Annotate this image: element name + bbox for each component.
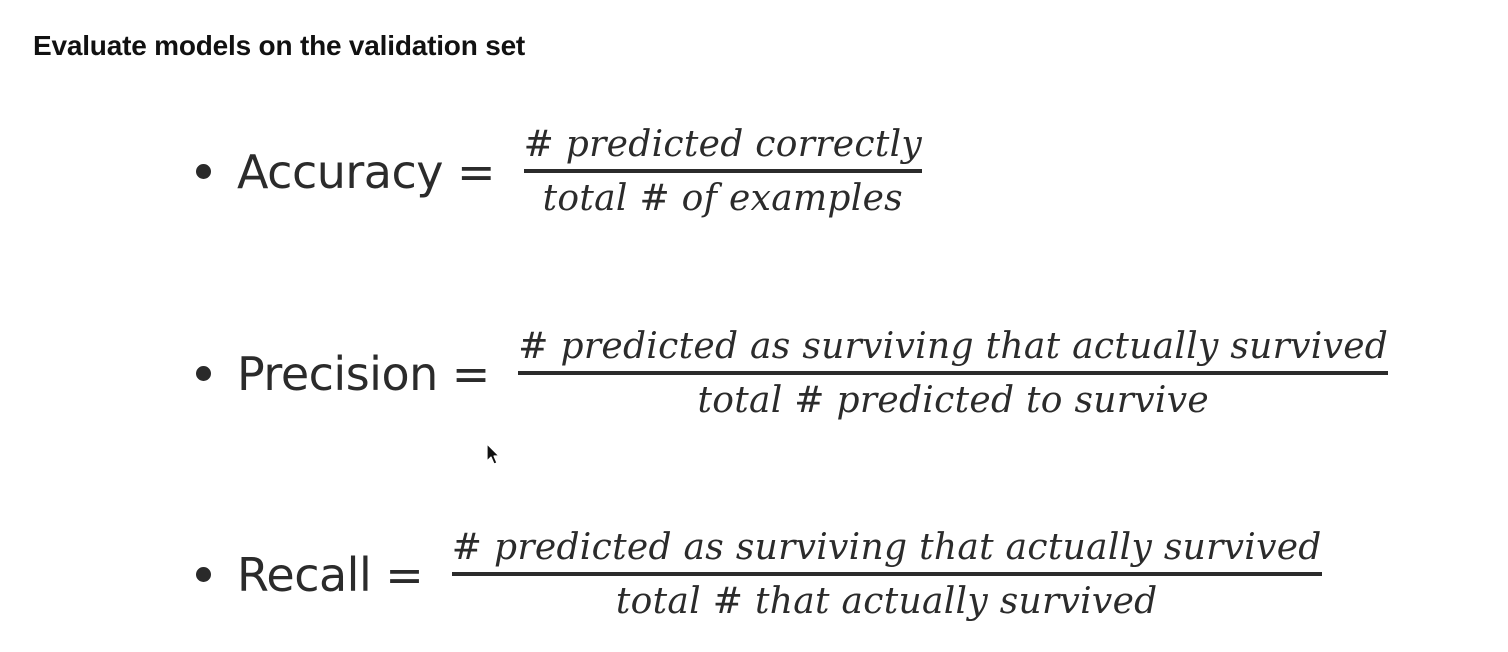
fraction-bar — [451, 572, 1322, 577]
fraction: # predicted as surviving that actually s… — [518, 326, 1389, 422]
fraction: # predicted as surviving that actually s… — [451, 527, 1322, 623]
fraction-bar — [518, 371, 1389, 376]
fraction-numerator: # predicted correctly — [523, 124, 923, 165]
fraction-denominator: total # of examples — [542, 178, 903, 220]
metric-name: Recall — [237, 547, 372, 602]
fraction: # predicted correctly total # of example… — [523, 124, 923, 220]
metric-precision: Precision = # predicted as surviving tha… — [196, 326, 1389, 422]
mouse-pointer-icon — [486, 443, 502, 472]
slide-title: Evaluate models on the validation set — [33, 30, 526, 61]
metric-recall: Recall = # predicted as surviving that a… — [196, 527, 1322, 623]
metric-name: Precision — [237, 346, 438, 401]
metric-name: Accuracy — [237, 144, 444, 199]
fraction-numerator: # predicted as surviving that actually s… — [451, 527, 1322, 568]
fraction-numerator: # predicted as surviving that actually s… — [518, 326, 1389, 367]
bullet-dot-icon — [196, 567, 211, 583]
bullet-dot-icon — [196, 366, 211, 382]
equals-sign: = — [451, 346, 491, 401]
fraction-bar — [523, 169, 923, 174]
metric-accuracy: Accuracy = # predicted correctly total #… — [196, 124, 923, 220]
equals-sign: = — [385, 547, 424, 602]
fraction-denominator: total # that actually survived — [615, 581, 1158, 623]
fraction-denominator: total # predicted to survive — [697, 380, 1209, 422]
bullet-dot-icon — [196, 164, 211, 180]
equals-sign: = — [457, 144, 496, 199]
